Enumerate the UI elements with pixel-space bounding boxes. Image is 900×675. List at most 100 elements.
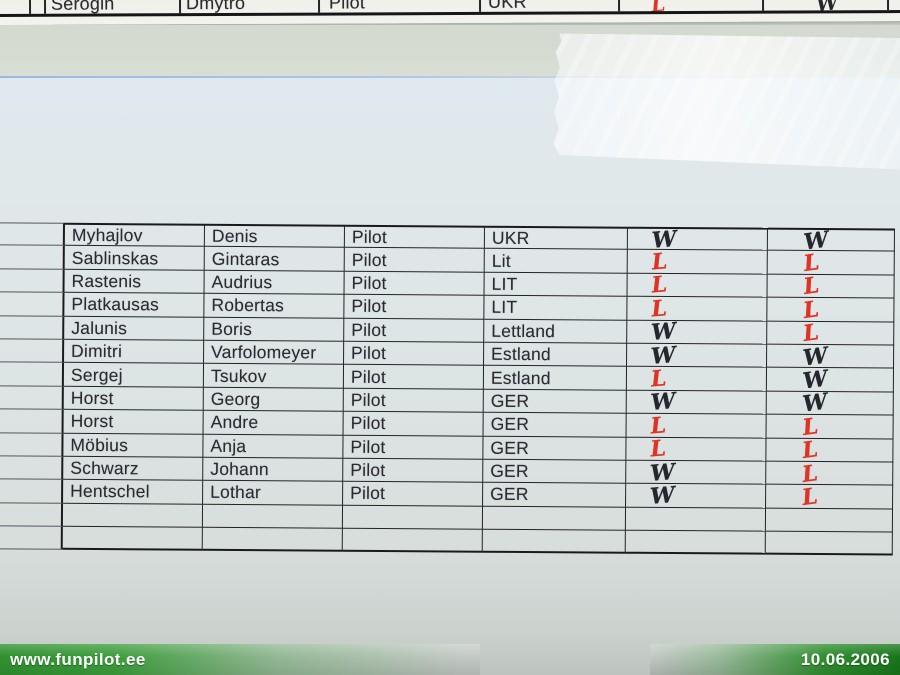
pilot-results-table: Myhajlov Denis Pilot UKR W W Sablinskas … [0, 222, 895, 557]
last-name-cell: Platkausas [64, 292, 205, 318]
round2-mark-cell: W [767, 342, 895, 371]
row-index-cell [0, 455, 64, 481]
score-sheet-paper [0, 78, 900, 675]
handwritten-mark: L [800, 412, 820, 441]
first-name-cell: Tsukov [203, 364, 345, 389]
handwritten-mark: L [800, 436, 820, 465]
row-index-cell [0, 502, 64, 527]
handwritten-mark: W [650, 318, 678, 347]
first-name-cell: Andre [203, 410, 344, 436]
role-cell: Pilot [343, 365, 485, 390]
role-cell: Pilot [344, 341, 485, 367]
round1-mark-cell: W [626, 482, 767, 510]
role-cell: Pilot [344, 248, 485, 273]
last-name-cell: Sablinskas [64, 246, 205, 271]
round1-mark-cell: W [627, 341, 768, 370]
country-cell: LIT [484, 295, 628, 321]
last-name-cell: Hentschel [63, 480, 204, 505]
round1-mark-cell [625, 507, 767, 532]
grid-line [617, 0, 620, 12]
round1-mark-cell: L [627, 248, 768, 276]
handwritten-mark: L [650, 271, 669, 299]
role-cell [342, 528, 483, 554]
grid-line [886, 0, 889, 11]
last-name-cell [62, 526, 203, 552]
round2-mark-cell: L [766, 459, 894, 488]
country-cell: Estland [484, 342, 628, 368]
handwritten-mark: L [801, 272, 821, 301]
round2-mark-cell [765, 508, 894, 533]
first-name-cell: Johann [203, 457, 344, 483]
round2-mark-cell: L [766, 412, 894, 441]
country-cell: Estland [483, 366, 628, 391]
first-name-cell: Varfolomeyer [204, 340, 345, 366]
role-cell: Pilot [344, 294, 485, 320]
website-url: www.funpilot.ee [10, 649, 146, 669]
handwritten-mark: W [650, 341, 678, 370]
handwritten-mark: L [800, 483, 820, 511]
grid-line [178, 0, 181, 14]
role-cell: Pilot [344, 224, 485, 250]
handwritten-mark: L [650, 295, 669, 323]
first-name-cell: Anja [203, 434, 344, 459]
handwritten-mark: W [649, 458, 677, 487]
handwritten-mark: L [649, 412, 668, 440]
country-cell: GER [483, 436, 627, 461]
first-name-cell [202, 527, 343, 553]
role-cell: Pilot [343, 482, 484, 507]
row-index-cell [0, 409, 64, 434]
row-index-cell [0, 432, 64, 457]
role-cell: Pilot [343, 411, 484, 437]
handwritten-mark: L [650, 248, 669, 276]
handwritten-mark: L [649, 365, 668, 393]
handwritten-mark: L [801, 319, 821, 348]
country-cell: Lettland [484, 319, 628, 344]
country-cell: GER [483, 459, 627, 484]
role-cell: Pilot [344, 318, 485, 343]
row-index-cell [0, 315, 65, 340]
role-cell: Pilot [344, 271, 485, 296]
round2-mark-cell: W [766, 366, 894, 395]
table-border-line [0, 10, 900, 17]
website-watermark-bar: www.funpilot.ee [0, 644, 480, 675]
first-name-cell: Gintaras [204, 247, 345, 272]
date-watermark-bar: 10.06.2006 [650, 644, 900, 675]
row-index-cell [0, 245, 65, 270]
last-name-cell: Schwarz [63, 456, 204, 482]
row-index-cell [0, 222, 65, 247]
country-cell: LIT [484, 272, 628, 297]
row-index-cell [0, 292, 65, 317]
handwritten-mark: W [649, 388, 677, 417]
top-partial-sheet: Serogin Dmytro Pilot UKR L W [0, 0, 900, 25]
country-cell [482, 529, 626, 555]
role-cell: Pilot [343, 435, 484, 460]
paper-shadow-edge [0, 76, 900, 79]
country-cell: GER [483, 389, 627, 414]
round2-mark-cell: L [767, 319, 895, 348]
first-name-cell: Denis [204, 223, 345, 249]
round1-mark-cell: L [627, 295, 768, 323]
last-name-cell: Myhajlov [64, 222, 205, 248]
grid-line [761, 0, 764, 11]
last-name-cell: Horst [63, 386, 204, 411]
first-name-cell: Boris [204, 317, 345, 342]
last-name-cell [62, 503, 204, 528]
handwritten-mark: L [649, 435, 668, 463]
last-name-cell: Jalunis [64, 316, 205, 341]
first-name-cell [202, 504, 344, 529]
last-name-cell: Sergej [63, 363, 205, 388]
round2-mark-cell: L [767, 249, 895, 277]
row-index-cell [0, 479, 64, 504]
round2-mark-cell: L [767, 272, 895, 301]
country-cell: GER [483, 412, 627, 438]
round2-mark-cell: L [766, 436, 894, 465]
row-index-cell [0, 362, 65, 387]
handwritten-mark: L [800, 459, 820, 488]
role-cell: Pilot [343, 388, 484, 413]
country-cell: UKR [484, 225, 628, 251]
first-name-cell: Audrius [204, 270, 345, 295]
adhesive-tape [548, 28, 900, 170]
country-cell: GER [483, 482, 627, 508]
date-stamp: 10.06.2006 [800, 649, 890, 669]
